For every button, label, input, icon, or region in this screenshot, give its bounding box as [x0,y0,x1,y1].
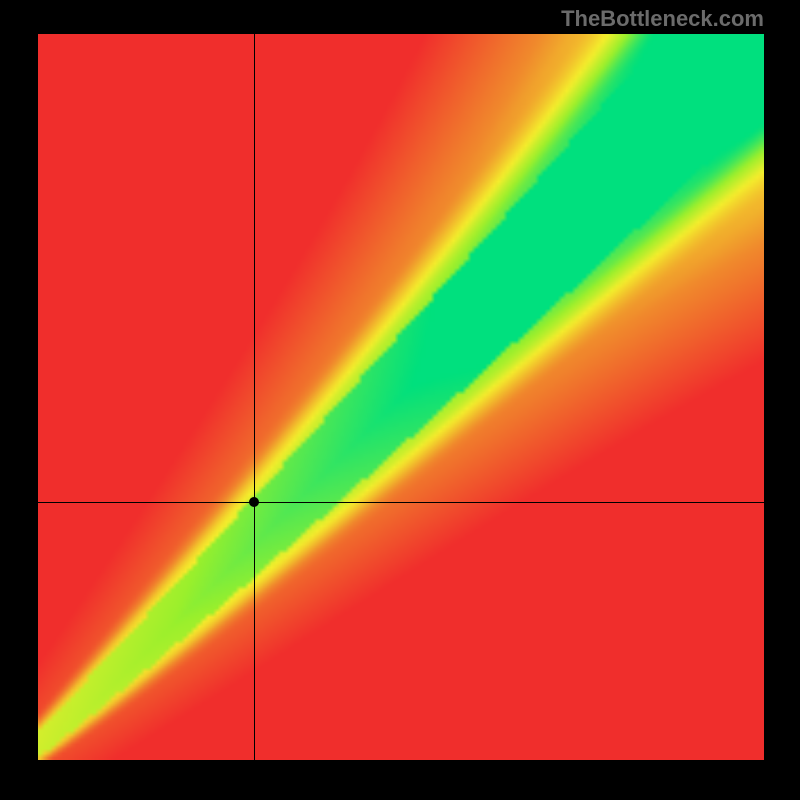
crosshair-vertical [254,34,255,760]
heatmap-plot [38,34,764,760]
crosshair-horizontal [38,502,764,503]
watermark-text: TheBottleneck.com [561,6,764,32]
heatmap-canvas [38,34,764,760]
crosshair-marker-dot [249,497,259,507]
